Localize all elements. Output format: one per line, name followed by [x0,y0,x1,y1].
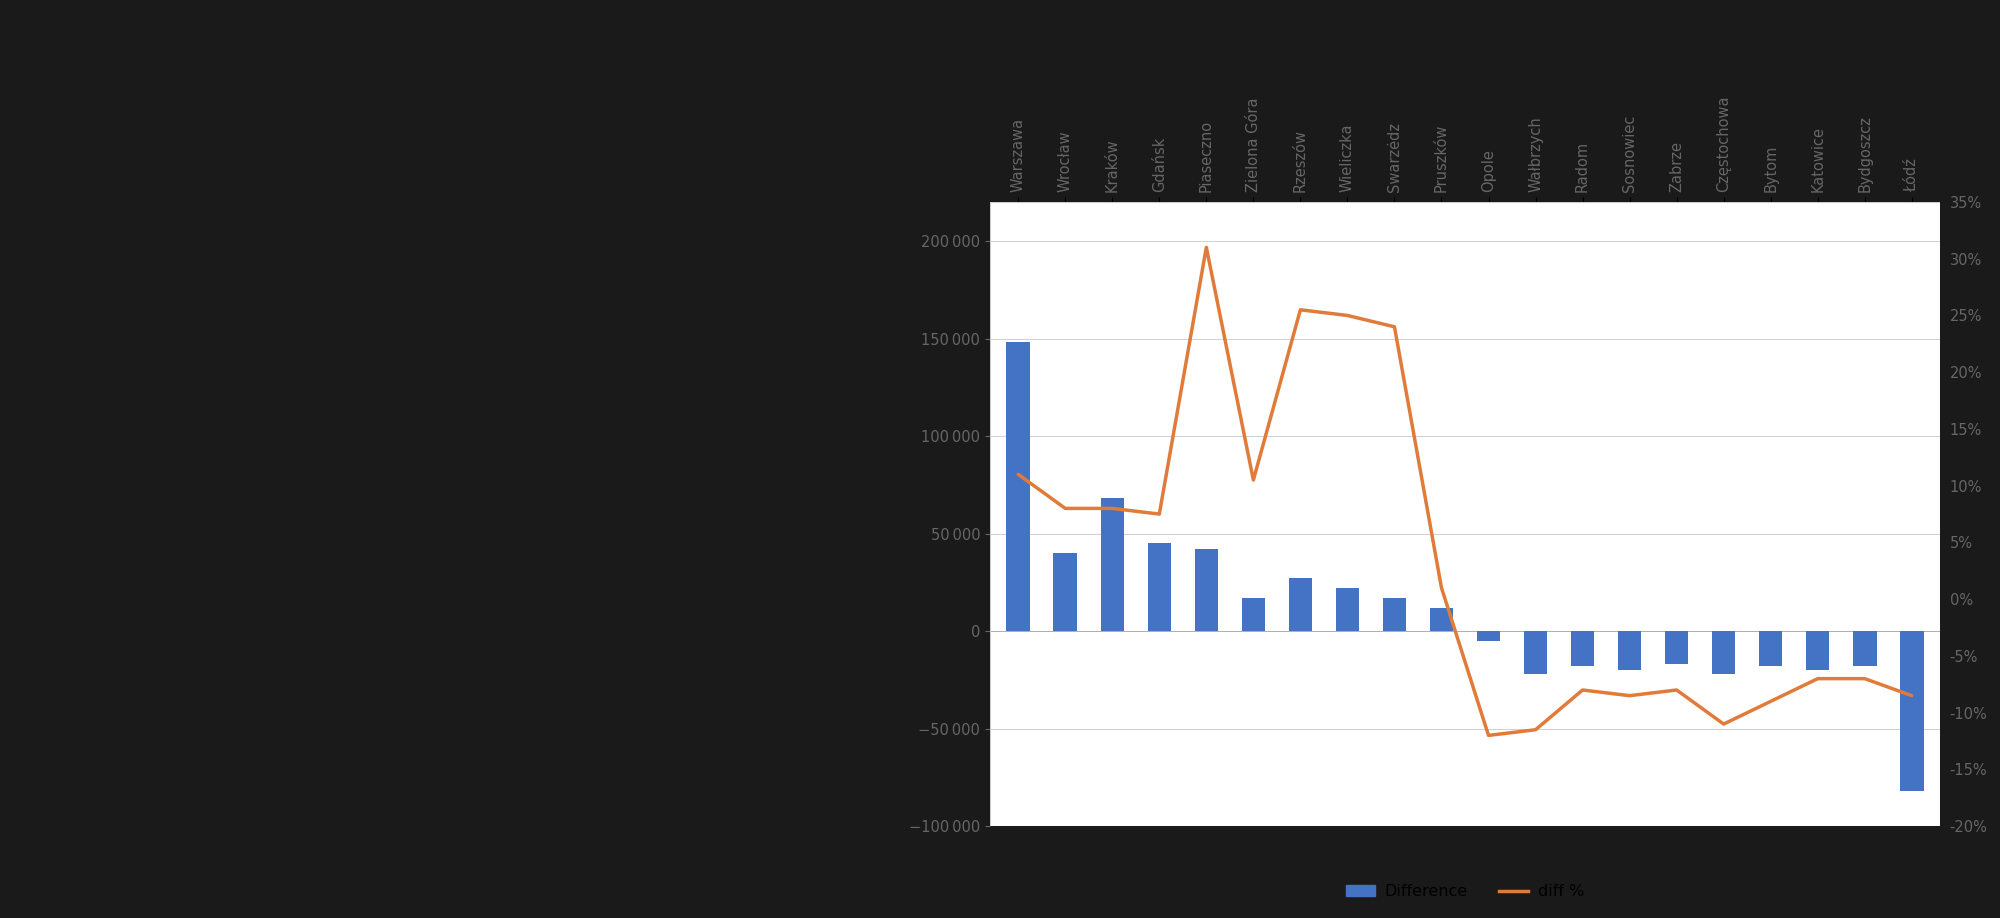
Bar [1664,632,1688,665]
Bar [1900,632,1924,791]
Bar [1242,598,1266,632]
Bar [1194,549,1218,632]
Bar [1806,632,1830,670]
Bar [1288,578,1312,632]
Bar [990,202,1940,826]
Legend: Difference, diff %: Difference, diff % [1340,878,1590,906]
Bar [1570,632,1594,666]
Bar [1382,598,1406,632]
Bar [1712,632,1736,674]
Bar [1148,543,1172,632]
Bar [1476,632,1500,641]
Bar [1006,342,1030,632]
Bar [1852,632,1876,666]
Bar [1100,498,1124,632]
Bar [1618,632,1642,670]
Bar [1336,588,1360,632]
Bar [1430,608,1454,632]
Bar [1758,632,1782,666]
Bar [1524,632,1548,674]
Bar [1054,553,1078,632]
